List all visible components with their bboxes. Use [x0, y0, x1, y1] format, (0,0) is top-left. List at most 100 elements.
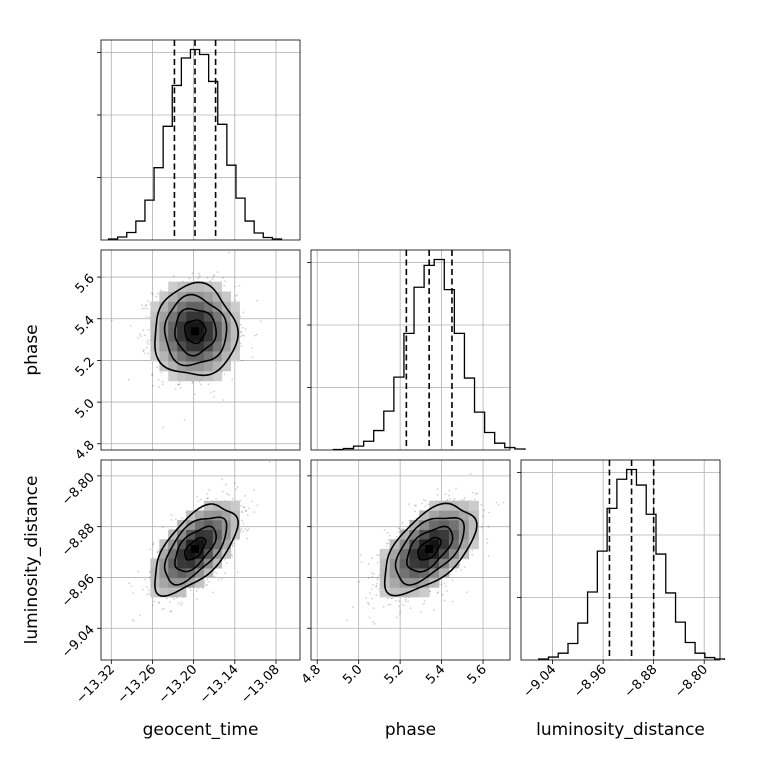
- density-cell: [212, 311, 223, 322]
- density-cell: [221, 539, 231, 550]
- density-cell: [195, 370, 205, 382]
- density-cell: [159, 331, 169, 342]
- hist-panel-phase: [307, 249, 526, 451]
- sample-point: [226, 492, 228, 495]
- sample-point: [471, 553, 474, 556]
- density-cell: [212, 291, 223, 302]
- density-cell: [448, 539, 460, 550]
- x-tick-label: 5.2: [382, 662, 407, 687]
- density-cell: [177, 568, 187, 579]
- sample-point: [161, 608, 164, 611]
- density-cell: [159, 568, 169, 579]
- density-cell: [221, 500, 231, 511]
- density-cell: [429, 520, 440, 530]
- sample-point: [174, 388, 177, 390]
- density-cell: [195, 281, 205, 292]
- sample-point: [251, 347, 254, 349]
- sample-point: [139, 335, 142, 338]
- density-cell: [399, 548, 410, 559]
- sample-point: [254, 334, 256, 337]
- sample-point: [151, 374, 153, 377]
- sample-point: [129, 324, 132, 327]
- density-cell: [419, 548, 430, 559]
- sample-point: [387, 603, 390, 606]
- density-cell: [419, 568, 430, 579]
- sample-point: [240, 505, 242, 507]
- sample-point: [481, 526, 483, 529]
- sample-point: [231, 545, 234, 547]
- sample-point: [146, 593, 149, 596]
- sample-point: [195, 598, 198, 601]
- density-cell: [409, 548, 420, 559]
- sample-point: [234, 295, 237, 297]
- sample-point: [395, 599, 397, 602]
- sample-point: [391, 597, 394, 600]
- y-tick-label: −8.96: [59, 572, 98, 611]
- sample-point: [474, 492, 477, 495]
- sample-point: [401, 522, 404, 524]
- density-cell: [186, 331, 196, 342]
- x-tick-label: −13.08: [238, 662, 283, 707]
- density-cell: [186, 301, 196, 312]
- sample-point: [147, 342, 150, 345]
- contour-1-sigma: [174, 525, 218, 573]
- sample-point: [155, 295, 158, 298]
- density-cell: [186, 341, 196, 352]
- density-cell: [177, 281, 187, 292]
- hist-panel-luminosity_distance: [517, 459, 726, 661]
- density-cell: [419, 587, 430, 598]
- sample-point: [385, 545, 388, 548]
- density-cell: [458, 510, 469, 521]
- sample-point: [236, 486, 239, 488]
- density-cell: [221, 301, 231, 312]
- y-tick-label: −8.88: [59, 521, 98, 560]
- density-cell: [177, 548, 187, 559]
- density-cell: [177, 361, 187, 372]
- density-panel-geocent_time-phase: [100, 249, 301, 451]
- sample-point: [128, 582, 130, 585]
- density-cell: [448, 529, 460, 540]
- sample-point: [199, 383, 202, 386]
- sample-point: [444, 585, 447, 588]
- sample-point: [223, 559, 226, 561]
- density-cell: [221, 361, 231, 372]
- sample-point: [465, 591, 468, 594]
- density-cell: [168, 321, 178, 332]
- sample-point: [151, 373, 154, 376]
- sample-point: [240, 330, 243, 333]
- density-cell: [212, 539, 223, 550]
- sample-point: [138, 614, 141, 617]
- contour-1.5-sigma: [163, 516, 228, 586]
- sample-point: [242, 506, 245, 508]
- contour-2-sigma: [154, 503, 239, 598]
- density-panel-geocent_time-luminosity_distance: [100, 459, 301, 661]
- contour-1-sigma: [405, 525, 454, 573]
- x-tick-label: −13.20: [156, 662, 201, 707]
- density-cell: [203, 331, 214, 342]
- sample-point: [145, 304, 148, 307]
- density-cell: [221, 548, 231, 559]
- sample-point: [427, 503, 430, 506]
- sample-point: [452, 499, 455, 502]
- sample-point: [385, 542, 388, 545]
- sample-point: [233, 482, 236, 485]
- density-cell: [177, 558, 187, 569]
- sample-point: [158, 386, 161, 389]
- sample-point: [255, 333, 258, 336]
- density-cell: [468, 520, 479, 530]
- density-cell: [177, 587, 187, 598]
- density-cell: [389, 577, 400, 588]
- x-tick-label: 5.4: [423, 662, 448, 687]
- sample-point: [455, 487, 457, 490]
- sample-point: [198, 275, 201, 278]
- density-cell: [458, 539, 469, 550]
- sample-point: [459, 569, 462, 572]
- density-cell: [439, 539, 450, 550]
- sample-point: [244, 528, 247, 530]
- sample-point: [375, 594, 378, 597]
- density-cell: [230, 331, 240, 342]
- sample-point: [223, 284, 226, 287]
- density-cell: [221, 510, 231, 521]
- density-cell: [177, 370, 187, 382]
- sample-point: [144, 304, 147, 307]
